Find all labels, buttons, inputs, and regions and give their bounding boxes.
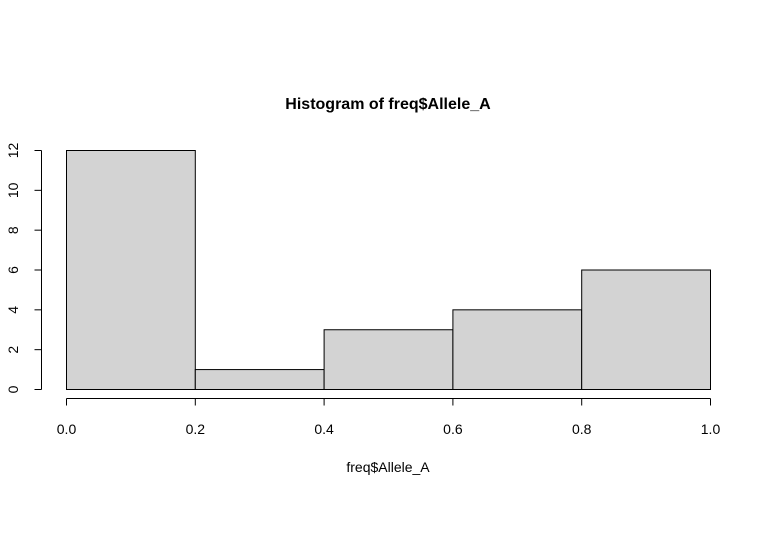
chart-title: Histogram of freq$Allele_A: [285, 96, 491, 113]
x-tick-label: 0.0: [57, 421, 77, 437]
x-tick-label: 1.0: [701, 421, 721, 437]
histogram-bar: [323, 329, 454, 390]
x-axis-label: freq$Allele_A: [346, 459, 430, 475]
y-tick-label: 6: [5, 266, 21, 274]
histogram-bar: [581, 269, 712, 390]
y-tick-label: 0: [5, 385, 21, 393]
x-tick-label: 0.4: [314, 421, 334, 437]
y-tick-label: 8: [5, 226, 21, 234]
histogram-bar: [194, 369, 325, 391]
y-tick-label: 12: [5, 143, 21, 159]
x-tick-label: 0.6: [443, 421, 463, 437]
y-tick-label: 4: [5, 306, 21, 314]
histogram-bar: [66, 150, 196, 390]
x-tick-label: 0.8: [572, 421, 592, 437]
histogram-bar: [452, 309, 583, 391]
y-axis: 0 2 4 6 8 10 12: [5, 143, 42, 393]
x-tick-label: 0.2: [186, 421, 206, 437]
bars-group: [66, 150, 712, 391]
y-tick-label: 2: [5, 346, 21, 354]
x-axis: 0.0 0.2 0.4 0.6 0.8 1.0: [57, 398, 721, 437]
y-tick-label: 10: [5, 182, 21, 198]
